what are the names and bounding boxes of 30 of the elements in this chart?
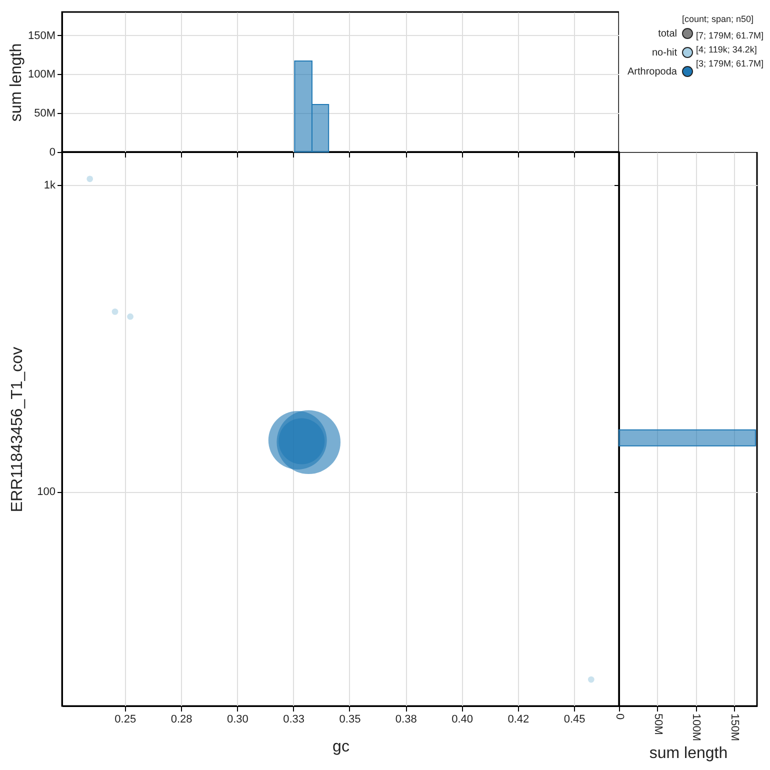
x-tick-label: 150M: [728, 714, 740, 742]
x-tick-label: 0.30: [226, 714, 248, 726]
y-axis-title: sum length: [8, 43, 25, 122]
x-tick-label: 50M: [652, 714, 664, 735]
x-tick-label: 100M: [690, 714, 702, 742]
legend-title: [count; span; n50]: [682, 14, 754, 24]
legend-label: total: [658, 28, 677, 40]
x-axis-title: gc: [332, 738, 350, 756]
x-tick-label: 0.40: [452, 714, 473, 726]
legend-label: Arthropoda: [628, 66, 678, 78]
y-tick-label: 0: [49, 146, 56, 158]
legend-label: no-hit: [652, 48, 678, 58]
x-tick-label: 0: [614, 714, 626, 720]
y-tick-label: 100M: [28, 68, 56, 81]
x-tick-label: 0.33: [283, 714, 305, 726]
y-tick-label: 50M: [34, 108, 56, 120]
y-tick-label: 100: [37, 486, 56, 498]
x-tick-label: 0.42: [508, 714, 530, 726]
x-axis-title: sum length: [649, 745, 728, 762]
y-axis-title: ERR11843456_T1_cov: [9, 346, 26, 512]
text: [3; 179M; 61.7M]: [696, 58, 764, 68]
y-tick-label: 150M: [28, 30, 56, 42]
x-tick-label: 0.38: [395, 714, 417, 726]
x-tick-label: 0.45: [564, 714, 586, 726]
y-tick-label: 1k: [44, 179, 56, 192]
x-tick-label: 0.35: [339, 714, 361, 726]
x-tick-label: 0.28: [170, 714, 192, 726]
text: [7; 179M; 61.7M]: [696, 30, 764, 40]
text: [4; 119k; 34.2k]: [696, 44, 757, 54]
x-tick-label: 0.25: [114, 714, 136, 726]
